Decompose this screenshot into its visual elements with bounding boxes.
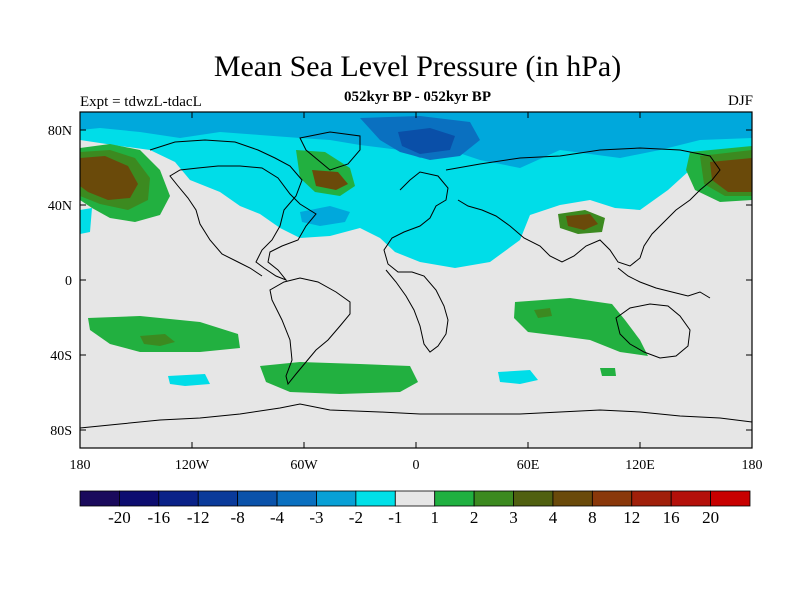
- colorbar: -20 -16 -12 -8 -4 -3 -2 -1 1 2 3 4 8 12 16 20: [79, 490, 751, 527]
- north-pacific-positive-east-core: [710, 158, 752, 192]
- colorbar-swatch: [434, 490, 475, 507]
- colorbar-swatch: [670, 490, 711, 507]
- coastline-europe-africa: [383, 171, 449, 353]
- indian-ocean-positive-core: [534, 308, 552, 318]
- atlantic-negative-blob: [300, 206, 350, 226]
- colorbar-label: 1: [430, 508, 439, 527]
- coastline-greenland: [299, 131, 361, 171]
- colorbar-label: 8: [588, 508, 597, 527]
- colorbar-swatch: [473, 490, 514, 507]
- colorbar-label: 4: [549, 508, 558, 527]
- experiment-label: Expt = tdwzL-tdacL: [80, 94, 202, 110]
- southern-ocean-positive: [600, 368, 616, 376]
- colorbar-swatch: [631, 490, 672, 507]
- colorbar-swatch: [158, 490, 199, 507]
- south-pacific-positive: [88, 316, 240, 352]
- colorbar-label: 3: [509, 508, 518, 527]
- lon-label-120e: 120E: [625, 458, 655, 473]
- colorbar-swatch: [79, 490, 120, 507]
- colorbar-swatch: [394, 490, 436, 507]
- north-pacific-positive-west-core: [80, 156, 138, 200]
- south-atlantic-negative: [498, 370, 538, 384]
- colorbar-label: -1: [388, 508, 402, 527]
- page-title: Mean Sea Level Pressure (in hPa): [213, 50, 622, 83]
- colorbar-swatch: [513, 490, 554, 507]
- south-atlantic-positive: [260, 362, 418, 394]
- lon-label-0: 0: [413, 458, 420, 473]
- lon-label-180w: 180: [70, 458, 91, 473]
- lon-label-180e: 180: [742, 458, 763, 473]
- colorbar-swatch: [552, 490, 593, 507]
- coastlines: [79, 131, 753, 429]
- colorbar-swatch: [710, 490, 751, 507]
- coastline-southeast-asia: [617, 267, 711, 299]
- colorbar-swatch: [355, 490, 396, 507]
- coastline-north-america: [149, 139, 317, 282]
- colorbar-label: 16: [663, 508, 680, 527]
- tibet-positive-core: [566, 214, 598, 230]
- colorbar-label: -3: [309, 508, 323, 527]
- lat-label-80n: 80N: [48, 124, 72, 139]
- lat-label-40s: 40S: [50, 349, 72, 364]
- colorbar-label: -8: [231, 508, 245, 527]
- pacific-negative-strip: [80, 208, 92, 234]
- colorbar-label: -20: [108, 508, 131, 527]
- south-pacific-negative: [168, 374, 210, 386]
- coastline-asia: [445, 147, 721, 267]
- coastline-australia: [615, 303, 691, 359]
- colorbar-swatch: [197, 490, 239, 507]
- page-subtitle: 052kyr BP - 052kyr BP: [344, 89, 491, 105]
- colorbar-swatch: [316, 490, 357, 507]
- labrador-positive-core: [312, 170, 348, 190]
- colorbar-swatch: [591, 490, 633, 507]
- colorbar-label: 2: [470, 508, 479, 527]
- lon-label-60e: 60E: [517, 458, 540, 473]
- map-panel: [79, 111, 753, 449]
- season-label: DJF: [727, 93, 753, 109]
- coastline-south-america: [269, 277, 351, 386]
- south-pacific-positive-core: [140, 334, 175, 346]
- colorbar-label: -16: [147, 508, 170, 527]
- axis-ticks: [80, 112, 752, 448]
- arctic-negative-darkest: [398, 128, 455, 154]
- colorbar-label: -4: [270, 508, 285, 527]
- colorbar-label: 20: [702, 508, 719, 527]
- lat-label-40n: 40N: [48, 199, 72, 214]
- lat-label-0: 0: [65, 274, 72, 289]
- lat-label-80s: 80S: [50, 424, 72, 439]
- colorbar-label: -2: [349, 508, 363, 527]
- colorbar-label: -12: [187, 508, 210, 527]
- coastline-antarctica: [79, 403, 753, 429]
- colorbar-swatch: [237, 490, 278, 507]
- lon-label-120w: 120W: [175, 458, 210, 473]
- lon-label-60w: 60W: [290, 458, 318, 473]
- colorbar-swatch: [276, 490, 317, 507]
- colorbar-label: 12: [623, 508, 640, 527]
- colorbar-swatch: [119, 490, 160, 507]
